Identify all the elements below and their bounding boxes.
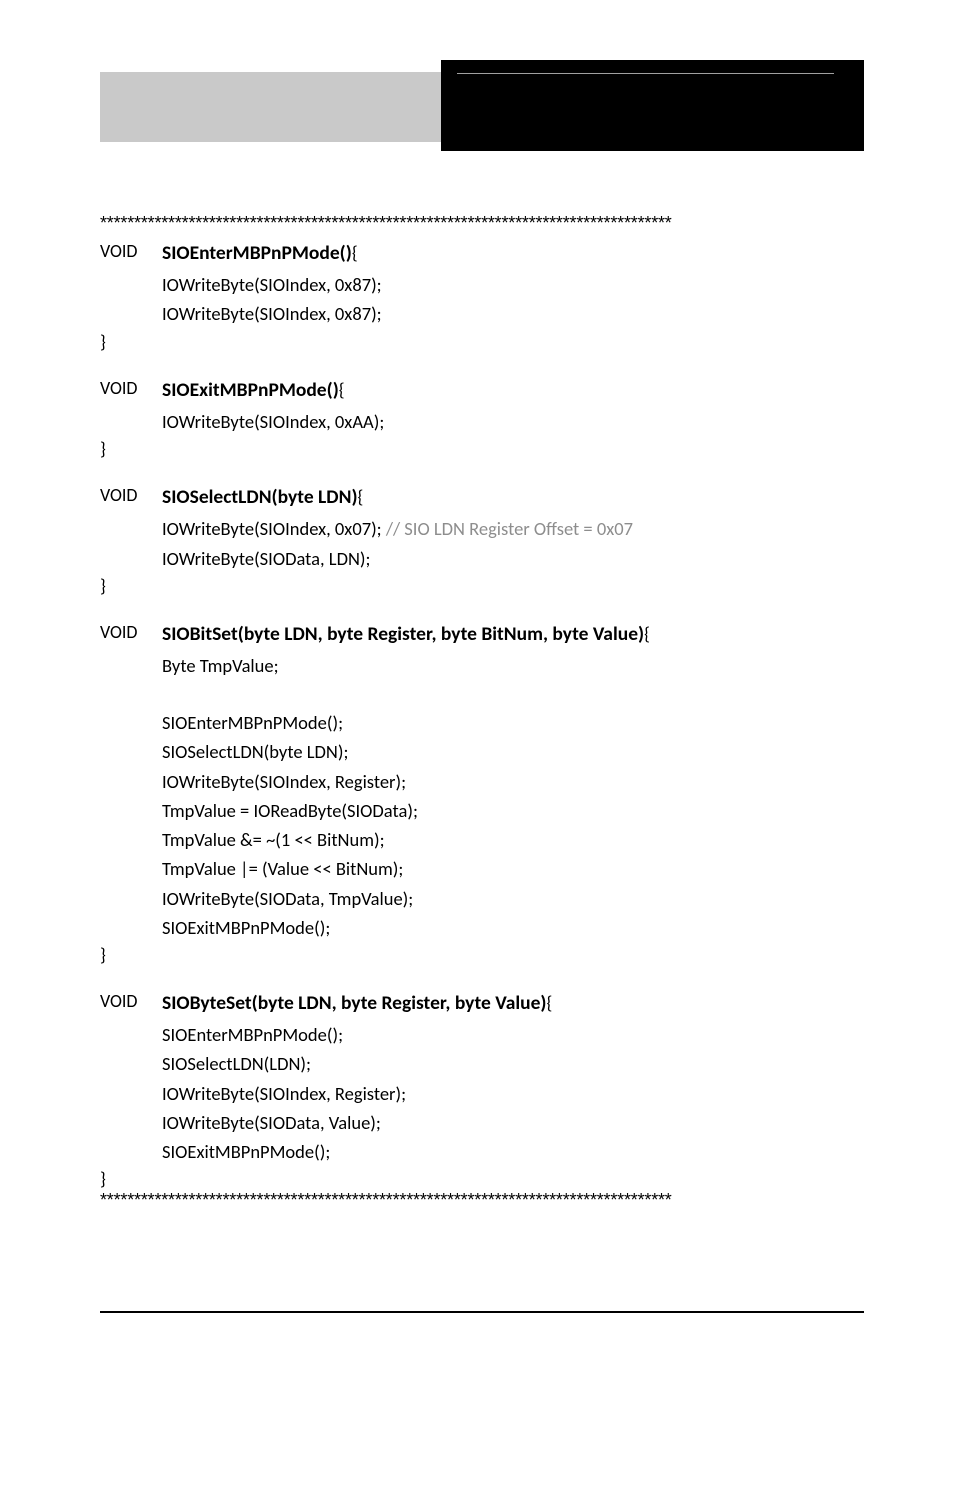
function-header: VOIDSIOEnterMBPnPMode(){ bbox=[100, 238, 854, 268]
code-line: TmpValue = IOReadByte(SIOData); bbox=[162, 796, 854, 825]
function-signature: SIOBitSet(byte LDN, byte Register, byte … bbox=[162, 622, 644, 646]
keyword-void: VOID bbox=[100, 238, 162, 266]
open-brace: { bbox=[358, 485, 364, 508]
keyword-void: VOID bbox=[100, 375, 162, 403]
header-black-panel bbox=[441, 60, 864, 151]
code-line: SIOExitMBPnPMode(); bbox=[162, 1137, 854, 1166]
keyword-void: VOID bbox=[100, 988, 162, 1016]
separator-bottom: ****************************************… bbox=[100, 1190, 854, 1211]
code-line: IOWriteByte(SIOData, LDN); bbox=[162, 544, 854, 573]
close-brace: } bbox=[100, 437, 854, 460]
close-brace: } bbox=[100, 330, 854, 353]
blank-line bbox=[162, 680, 854, 708]
open-brace: { bbox=[339, 378, 345, 401]
code-line: IOWriteByte(SIOIndex, 0xAA); bbox=[162, 407, 854, 436]
header-black-rule bbox=[457, 73, 834, 74]
function-header: VOIDSIOSelectLDN(byte LDN){ bbox=[100, 482, 854, 512]
code-line: TmpValue &= ~(1 << BitNum); bbox=[162, 825, 854, 854]
function-body: IOWriteByte(SIOIndex, 0x07); // SIO LDN … bbox=[100, 514, 854, 572]
keyword-void: VOID bbox=[100, 482, 162, 510]
close-brace: } bbox=[100, 1167, 854, 1190]
code-line: SIOSelectLDN(LDN); bbox=[162, 1049, 854, 1078]
code-line: IOWriteByte(SIOIndex, Register); bbox=[162, 767, 854, 796]
code-line: SIOExitMBPnPMode(); bbox=[162, 913, 854, 942]
function-header: VOIDSIOBitSet(byte LDN, byte Register, b… bbox=[100, 619, 854, 649]
open-brace: { bbox=[547, 991, 553, 1014]
function-signature: SIOSelectLDN(byte LDN) bbox=[162, 485, 358, 509]
code-line: IOWriteByte(SIOData, Value); bbox=[162, 1108, 854, 1137]
code-line: IOWriteByte(SIOIndex, 0x87); bbox=[162, 270, 854, 299]
page-header bbox=[100, 60, 864, 155]
keyword-void: VOID bbox=[100, 619, 162, 647]
function-header: VOIDSIOExitMBPnPMode(){ bbox=[100, 375, 854, 405]
function-signature: SIOEnterMBPnPMode() bbox=[162, 241, 352, 265]
close-brace: } bbox=[100, 943, 854, 966]
code-line: SIOEnterMBPnPMode(); bbox=[162, 1020, 854, 1049]
code-line: IOWriteByte(SIOIndex, Register); bbox=[162, 1079, 854, 1108]
function-signature: SIOByteSet(byte LDN, byte Register, byte… bbox=[162, 991, 547, 1015]
open-brace: { bbox=[644, 622, 650, 645]
open-brace: { bbox=[352, 241, 358, 264]
function-body: SIOEnterMBPnPMode(); SIOSelectLDN(LDN); … bbox=[100, 1020, 854, 1166]
separator-top: ****************************************… bbox=[100, 213, 854, 234]
code-line: TmpValue |= (Value << BitNum); bbox=[162, 854, 854, 883]
code-line: Byte TmpValue; bbox=[162, 651, 854, 680]
code-line: SIOEnterMBPnPMode(); bbox=[162, 708, 854, 737]
code-line: IOWriteByte(SIOData, TmpValue); bbox=[162, 884, 854, 913]
code-content: ****************************************… bbox=[0, 155, 954, 1255]
close-brace: } bbox=[100, 574, 854, 597]
function-body: IOWriteByte(SIOIndex, 0xAA); bbox=[100, 407, 854, 436]
code-line: IOWriteByte(SIOIndex, 0x07); // SIO LDN … bbox=[162, 514, 854, 543]
code-line: SIOSelectLDN(byte LDN); bbox=[162, 737, 854, 766]
code-line: IOWriteByte(SIOIndex, 0x87); bbox=[162, 299, 854, 328]
function-header: VOIDSIOByteSet(byte LDN, byte Register, … bbox=[100, 988, 854, 1018]
footer-rule bbox=[100, 1311, 864, 1313]
function-body: IOWriteByte(SIOIndex, 0x87); IOWriteByte… bbox=[100, 270, 854, 328]
function-signature: SIOExitMBPnPMode() bbox=[162, 378, 339, 402]
function-body: Byte TmpValue; SIOEnterMBPnPMode(); SIOS… bbox=[100, 651, 854, 942]
code-comment: // SIO LDN Register Offset = 0x07 bbox=[382, 517, 633, 540]
